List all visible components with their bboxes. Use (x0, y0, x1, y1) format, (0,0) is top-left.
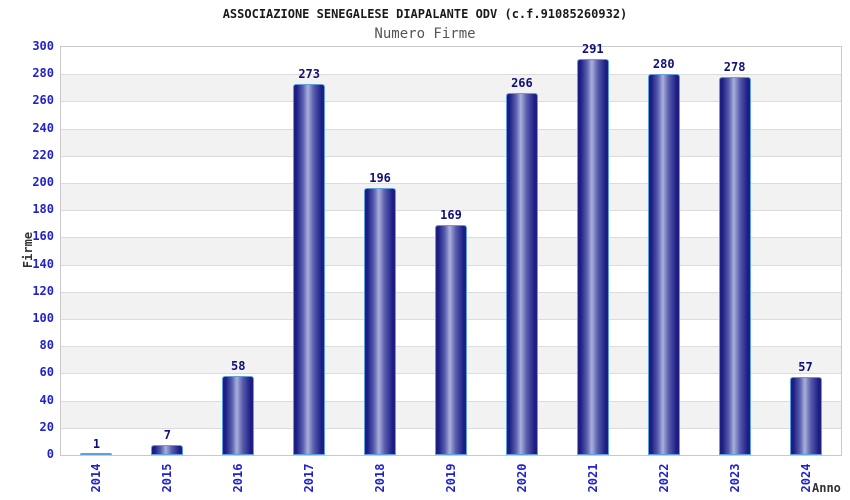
bar (789, 377, 822, 455)
y-tick-label: 300 (32, 39, 54, 53)
bar (222, 376, 255, 455)
gridline (61, 210, 841, 212)
x-tick-label: 2024 (798, 463, 813, 493)
chart-title: ASSOCIAZIONE SENEGALESE DIAPALANTE ODV (… (222, 7, 628, 21)
bar-value-label: 169 (440, 208, 462, 223)
bar (647, 74, 680, 455)
x-tick-label: 2023 (727, 463, 742, 493)
gridline (61, 128, 841, 130)
bar-value-label: 291 (581, 42, 604, 57)
x-tick-label: 2014 (89, 463, 104, 493)
bar (80, 453, 113, 455)
bar-value-label: 278 (723, 59, 746, 74)
grid-band (61, 47, 841, 75)
gridline (61, 155, 841, 157)
grid-band (61, 74, 841, 102)
x-axis-title: Anno (812, 481, 841, 495)
grid-band (61, 101, 841, 129)
bar-value-label: 58 (231, 359, 246, 374)
y-tick-label: 60 (39, 365, 54, 380)
y-tick-label: 80 (39, 338, 54, 353)
bar-value-label: 7 (163, 428, 171, 443)
x-tick-label: 2015 (160, 463, 175, 493)
bar-value-label: 266 (511, 76, 533, 91)
y-tick-label: 260 (32, 93, 54, 108)
y-tick-label: 0 (46, 447, 54, 461)
y-tick-label: 180 (32, 202, 54, 217)
x-tick-label: 2018 (373, 463, 388, 493)
bar-value-label: 273 (298, 66, 321, 81)
bar (505, 93, 538, 455)
bar (293, 83, 326, 455)
gridline (61, 183, 841, 184)
chart-subtitle: Numero Firme (374, 26, 476, 42)
y-tick-label: 20 (39, 419, 54, 434)
bar (718, 76, 751, 455)
gridline (61, 101, 841, 103)
x-tick-label: 2022 (656, 463, 671, 493)
y-tick-label: 220 (32, 147, 54, 162)
bar-value-label: 196 (369, 171, 391, 186)
x-tick-label: 2019 (444, 463, 458, 493)
y-tick-label: 160 (32, 229, 54, 244)
bar-value-label: 280 (652, 57, 675, 72)
gridline (61, 74, 841, 76)
y-tick-label: 40 (39, 392, 54, 407)
bar (151, 445, 184, 455)
y-tick-label: 280 (32, 66, 54, 81)
bar (576, 59, 609, 455)
plot-area: 1 7 58 273 196 169 266 291 280 278 57 (60, 42, 842, 456)
grid-band (61, 155, 841, 183)
grid-band (61, 128, 841, 156)
bar (364, 188, 397, 455)
x-tick-label: 2021 (585, 463, 600, 493)
y-tick-label: 120 (32, 283, 54, 298)
bar (435, 225, 467, 455)
bar-value-label: 1 (92, 436, 101, 451)
x-tick-label: 2017 (302, 463, 317, 493)
x-tick-label: 2020 (514, 463, 529, 493)
grid-band (61, 183, 841, 211)
y-tick-label: 140 (32, 256, 54, 271)
bar-value-label: 57 (798, 360, 813, 375)
x-tick-label: 2016 (231, 463, 246, 493)
y-tick-label: 200 (32, 175, 54, 189)
y-tick-label: 240 (32, 120, 54, 135)
y-tick-label: 100 (32, 311, 54, 325)
